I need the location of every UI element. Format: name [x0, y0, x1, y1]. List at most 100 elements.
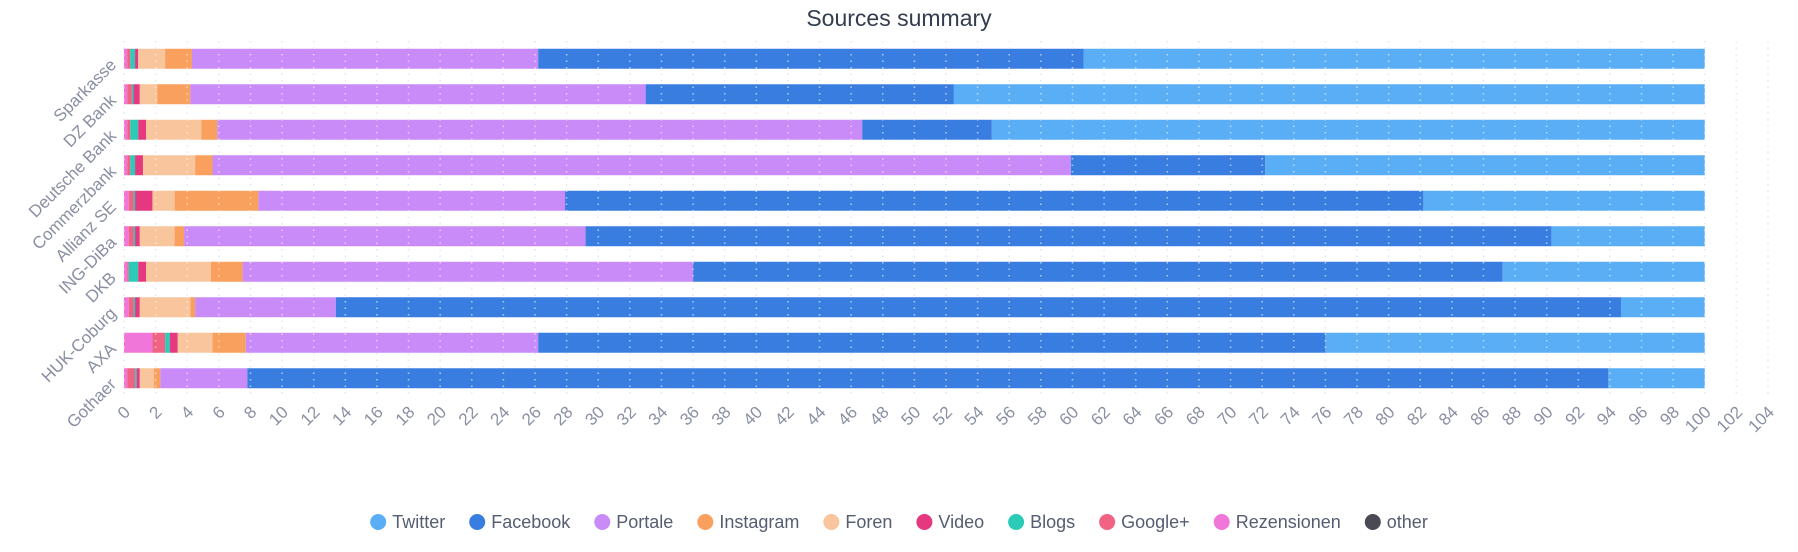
legend-label: Instagram	[719, 512, 799, 532]
x-tick-label: 32	[613, 403, 640, 430]
bar-segment	[139, 226, 175, 247]
bar-segment	[152, 332, 166, 353]
x-tick-label: 88	[1498, 403, 1525, 430]
x-tick-label: 44	[803, 403, 830, 430]
x-tick-label: 14	[328, 403, 355, 430]
legend-marker	[697, 514, 714, 530]
bar-segment	[124, 332, 153, 353]
bar-segment	[1620, 297, 1705, 318]
bar-segment	[953, 84, 1705, 105]
bar-segment	[135, 297, 140, 318]
legend-item: Instagram	[697, 512, 799, 532]
x-tick-label: 50	[898, 403, 925, 430]
bar-segment	[128, 297, 134, 318]
legend-label: Foren	[845, 512, 892, 532]
x-tick-label: 6	[209, 403, 229, 423]
legend-label: Portale	[616, 512, 673, 532]
x-tick-label: 22	[455, 403, 482, 430]
bar-segment	[128, 190, 134, 211]
x-tick-label: 80	[1372, 403, 1399, 430]
x-tick-label: 56	[992, 403, 1019, 430]
bar-segment	[195, 297, 336, 318]
bar-segment	[146, 261, 211, 282]
bar-segment	[191, 48, 539, 69]
bar-segment	[127, 155, 131, 176]
bar-segment	[133, 226, 136, 247]
x-tick-label: 46	[834, 403, 861, 430]
x-tick-label: 58	[1024, 403, 1051, 430]
x-tick-label: 92	[1561, 403, 1588, 430]
bar-segment	[139, 368, 155, 389]
bar-segment	[1325, 332, 1705, 353]
bar-segment	[1265, 155, 1705, 176]
x-tick-label: 24	[487, 403, 514, 430]
bar-segment	[585, 226, 1552, 247]
bar-segment	[127, 368, 136, 389]
x-tick-label: 84	[1435, 403, 1462, 430]
x-tick-label: 40	[739, 403, 766, 430]
bar-segment	[1502, 261, 1705, 282]
bar-segment	[136, 368, 140, 389]
x-tick-label: 18	[392, 403, 419, 430]
bar-segment	[565, 190, 1424, 211]
bar-segment	[124, 226, 129, 247]
bar-segment	[538, 48, 1084, 69]
bar-segment	[174, 190, 259, 211]
legend-item: Portale	[594, 512, 673, 532]
x-tick-label: 20	[423, 403, 450, 430]
x-tick-label: 74	[1277, 403, 1304, 430]
bar-segment	[210, 261, 243, 282]
bar-segment	[693, 261, 1503, 282]
legend-marker	[469, 514, 486, 530]
legend-item: Blogs	[1008, 512, 1075, 532]
legend-item: Video	[916, 512, 984, 532]
legend-item: Facebook	[469, 512, 571, 532]
x-tick-label: 12	[297, 403, 324, 430]
bar-segment	[538, 332, 1326, 353]
x-tick-label: 34	[645, 403, 672, 430]
legend-item: Google+	[1099, 512, 1190, 532]
bar-segment	[335, 297, 1621, 318]
bar-segment	[1070, 155, 1266, 176]
x-tick-label: 36	[676, 403, 703, 430]
legend-label: Google+	[1121, 512, 1190, 532]
bar-segment	[124, 190, 129, 211]
legend-item: other	[1364, 512, 1428, 532]
x-tick-label: 54	[961, 403, 988, 430]
bar-segment	[1608, 368, 1705, 389]
bar-segment	[165, 48, 192, 69]
bar-segment	[174, 226, 185, 247]
bar-segment	[184, 226, 586, 247]
bar-segment	[245, 332, 539, 353]
x-tick-label: 10	[265, 403, 292, 430]
bar-segment	[124, 368, 128, 389]
bar-segment	[135, 48, 139, 69]
x-tick-label: 64	[1119, 403, 1146, 430]
legend-marker	[1213, 514, 1230, 530]
x-tick-label: 70	[1214, 403, 1241, 430]
x-tick-label: 16	[360, 403, 387, 430]
bar-segment	[139, 297, 191, 318]
legend: Twitter Facebook Portale Instagram Foren Vide…	[370, 512, 1428, 532]
bar-segment	[128, 261, 139, 282]
x-tick-label: 66	[1150, 403, 1177, 430]
bar-segment	[124, 261, 128, 282]
bar-segment	[862, 119, 992, 140]
legend-marker	[1099, 514, 1116, 530]
bar-segment	[135, 190, 153, 211]
bar-segment	[133, 190, 136, 211]
bar-segment	[195, 155, 213, 176]
bar-segment	[201, 119, 218, 140]
bar-segment	[157, 84, 191, 105]
bar-segment	[247, 368, 1609, 389]
bar-segment	[177, 332, 213, 353]
bar-segment	[124, 84, 128, 105]
y-tick-label: Gothaer	[63, 375, 120, 432]
bar-segment	[160, 368, 248, 389]
x-tick-label: 52	[929, 403, 956, 430]
bar-segment	[142, 155, 196, 176]
x-tick-label: 86	[1467, 403, 1494, 430]
legend-item: Foren	[823, 512, 892, 532]
legend-marker	[823, 514, 840, 530]
